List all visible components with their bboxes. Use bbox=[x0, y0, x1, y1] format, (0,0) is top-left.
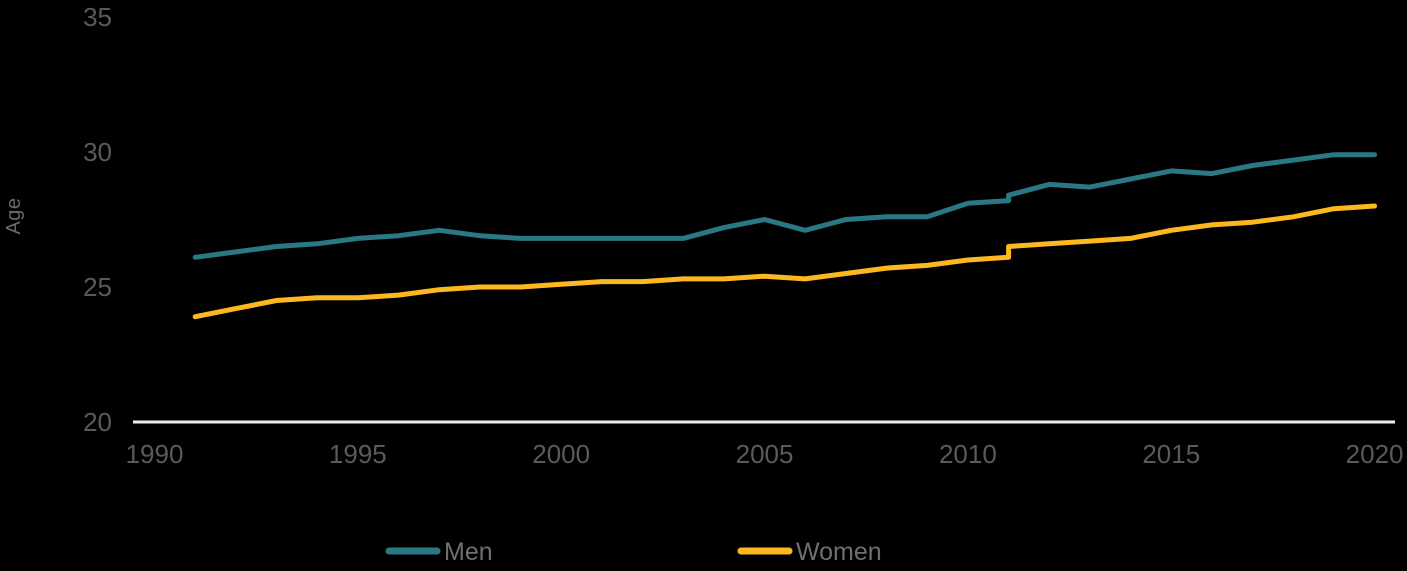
x-tick-label: 1995 bbox=[329, 439, 387, 469]
legend-label-women: Women bbox=[796, 538, 882, 566]
x-tick-label: 1990 bbox=[126, 439, 184, 469]
legend-label-men: Men bbox=[444, 538, 493, 566]
x-tick-label: 2015 bbox=[1142, 439, 1200, 469]
x-tick-label: 2000 bbox=[532, 439, 590, 469]
x-tick-label: 2010 bbox=[939, 439, 997, 469]
series-line-men bbox=[192, 152, 1378, 260]
y-axis-ticks: 20 25 30 35 bbox=[83, 2, 112, 437]
x-tick-label: 2020 bbox=[1346, 439, 1404, 469]
y-tick-label: 20 bbox=[83, 407, 112, 437]
x-axis-ticks: 1990 1995 2000 2005 2010 2015 2020 bbox=[126, 439, 1404, 469]
legend: Men Women bbox=[385, 538, 882, 566]
plot-series bbox=[192, 152, 1378, 320]
series-line-women bbox=[192, 203, 1378, 320]
y-tick-label: 30 bbox=[83, 137, 112, 167]
y-tick-label: 35 bbox=[83, 2, 112, 32]
y-tick-label: 25 bbox=[83, 272, 112, 302]
x-tick-label: 2005 bbox=[736, 439, 794, 469]
y-axis-title: Age bbox=[3, 197, 25, 234]
